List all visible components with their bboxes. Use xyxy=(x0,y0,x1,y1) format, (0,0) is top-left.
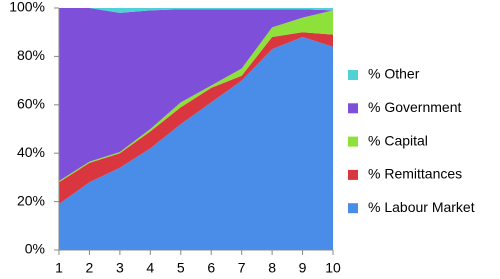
legend-label: % Government xyxy=(368,99,461,115)
y-tick-label: 60% xyxy=(17,96,45,112)
legend-label: % Remittances xyxy=(368,166,462,182)
x-tick-label: 3 xyxy=(116,260,124,276)
y-tick-label: 0% xyxy=(25,241,45,257)
legend-swatch xyxy=(348,136,358,147)
legend-swatch xyxy=(348,169,358,180)
area xyxy=(59,10,333,183)
x-tick-label: 2 xyxy=(86,260,94,276)
x-tick-label: 5 xyxy=(177,260,185,276)
legend-swatch xyxy=(348,70,358,80)
x-tick-label: 6 xyxy=(207,260,215,276)
x-tick-label: 1 xyxy=(55,260,63,276)
x-tick-label: 7 xyxy=(238,260,246,276)
x-tick-label: 10 xyxy=(325,260,341,276)
x-tick-label: 9 xyxy=(299,260,307,276)
legend-swatch xyxy=(348,103,358,114)
x-tick-label: 8 xyxy=(268,260,276,276)
area xyxy=(59,8,333,182)
x-tick-label: 4 xyxy=(146,260,154,276)
area xyxy=(59,37,333,250)
y-tick-label: 80% xyxy=(17,47,45,63)
area xyxy=(59,32,333,205)
y-tick-label: 20% xyxy=(17,192,45,208)
legend-label: % Labour Market xyxy=(368,199,475,215)
y-tick-label: 40% xyxy=(17,144,45,160)
y-tick-label: 100% xyxy=(9,0,45,15)
legend-label: % Capital xyxy=(368,132,428,148)
area xyxy=(59,8,333,13)
legend-label: % Other xyxy=(368,66,420,82)
legend-swatch xyxy=(348,203,358,214)
